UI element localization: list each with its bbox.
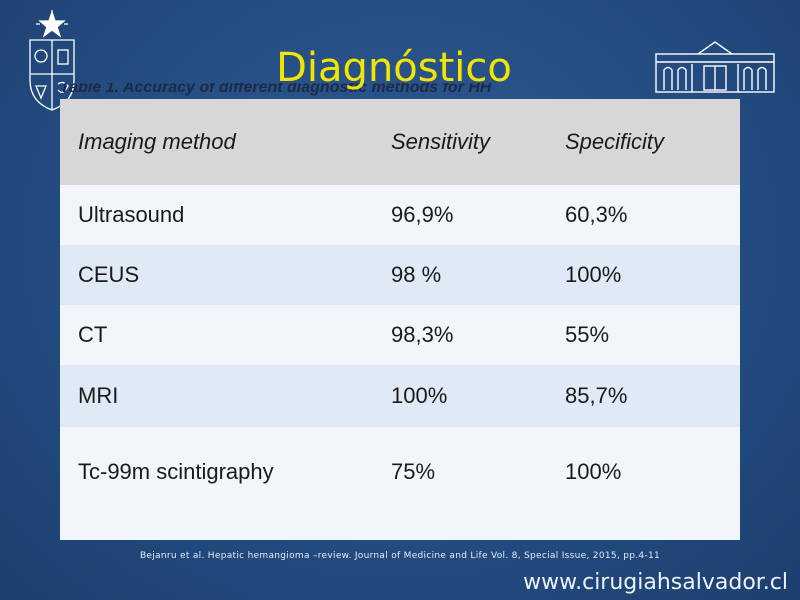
- accuracy-table: Imaging method Sensitivity Specificity U…: [60, 99, 740, 517]
- cell-sensitivity: 100%: [373, 365, 547, 427]
- cell-method: MRI: [60, 365, 373, 427]
- cell-specificity: 100%: [547, 427, 740, 517]
- table-caption-text: Table 1. Accuracy of different diagnosti…: [60, 83, 492, 96]
- cell-sensitivity: 98 %: [373, 245, 547, 305]
- header-imaging-method: Imaging method: [60, 99, 373, 185]
- website-footer: www.cirugiahsalvador.cl: [523, 570, 788, 595]
- cell-method: Tc-99m scintigraphy: [60, 427, 373, 517]
- table-header-row: Imaging method Sensitivity Specificity: [60, 99, 740, 185]
- cell-method: Ultrasound: [60, 185, 373, 245]
- slide-title: Diagnóstico: [276, 45, 512, 91]
- table-row: Tc-99m scintigraphy 75% 100%: [60, 427, 740, 517]
- cell-method: CEUS: [60, 245, 373, 305]
- header-sensitivity: Sensitivity: [373, 99, 547, 185]
- table-row: CT 98,3% 55%: [60, 305, 740, 365]
- cell-method: CT: [60, 305, 373, 365]
- citation-text: Bejanru et al. Hepatic hemangioma –revie…: [139, 551, 661, 561]
- cell-sensitivity: 75%: [373, 427, 547, 517]
- university-crest-logo: [29, 10, 75, 111]
- table-row: CEUS 98 % 100%: [60, 245, 740, 305]
- hospital-building-logo: [655, 41, 775, 93]
- header-specificity: Specificity: [547, 99, 740, 185]
- cell-specificity: 85,7%: [547, 365, 740, 427]
- accuracy-table-card: Imaging method Sensitivity Specificity U…: [60, 99, 740, 540]
- cell-sensitivity: 98,3%: [373, 305, 547, 365]
- cell-sensitivity: 96,9%: [373, 185, 547, 245]
- cell-specificity: 60,3%: [547, 185, 740, 245]
- table-caption: Table 1. Accuracy of different diagnosti…: [60, 83, 684, 101]
- table-row: MRI 100% 85,7%: [60, 365, 740, 427]
- table-row: Ultrasound 96,9% 60,3%: [60, 185, 740, 245]
- cell-specificity: 55%: [547, 305, 740, 365]
- cell-specificity: 100%: [547, 245, 740, 305]
